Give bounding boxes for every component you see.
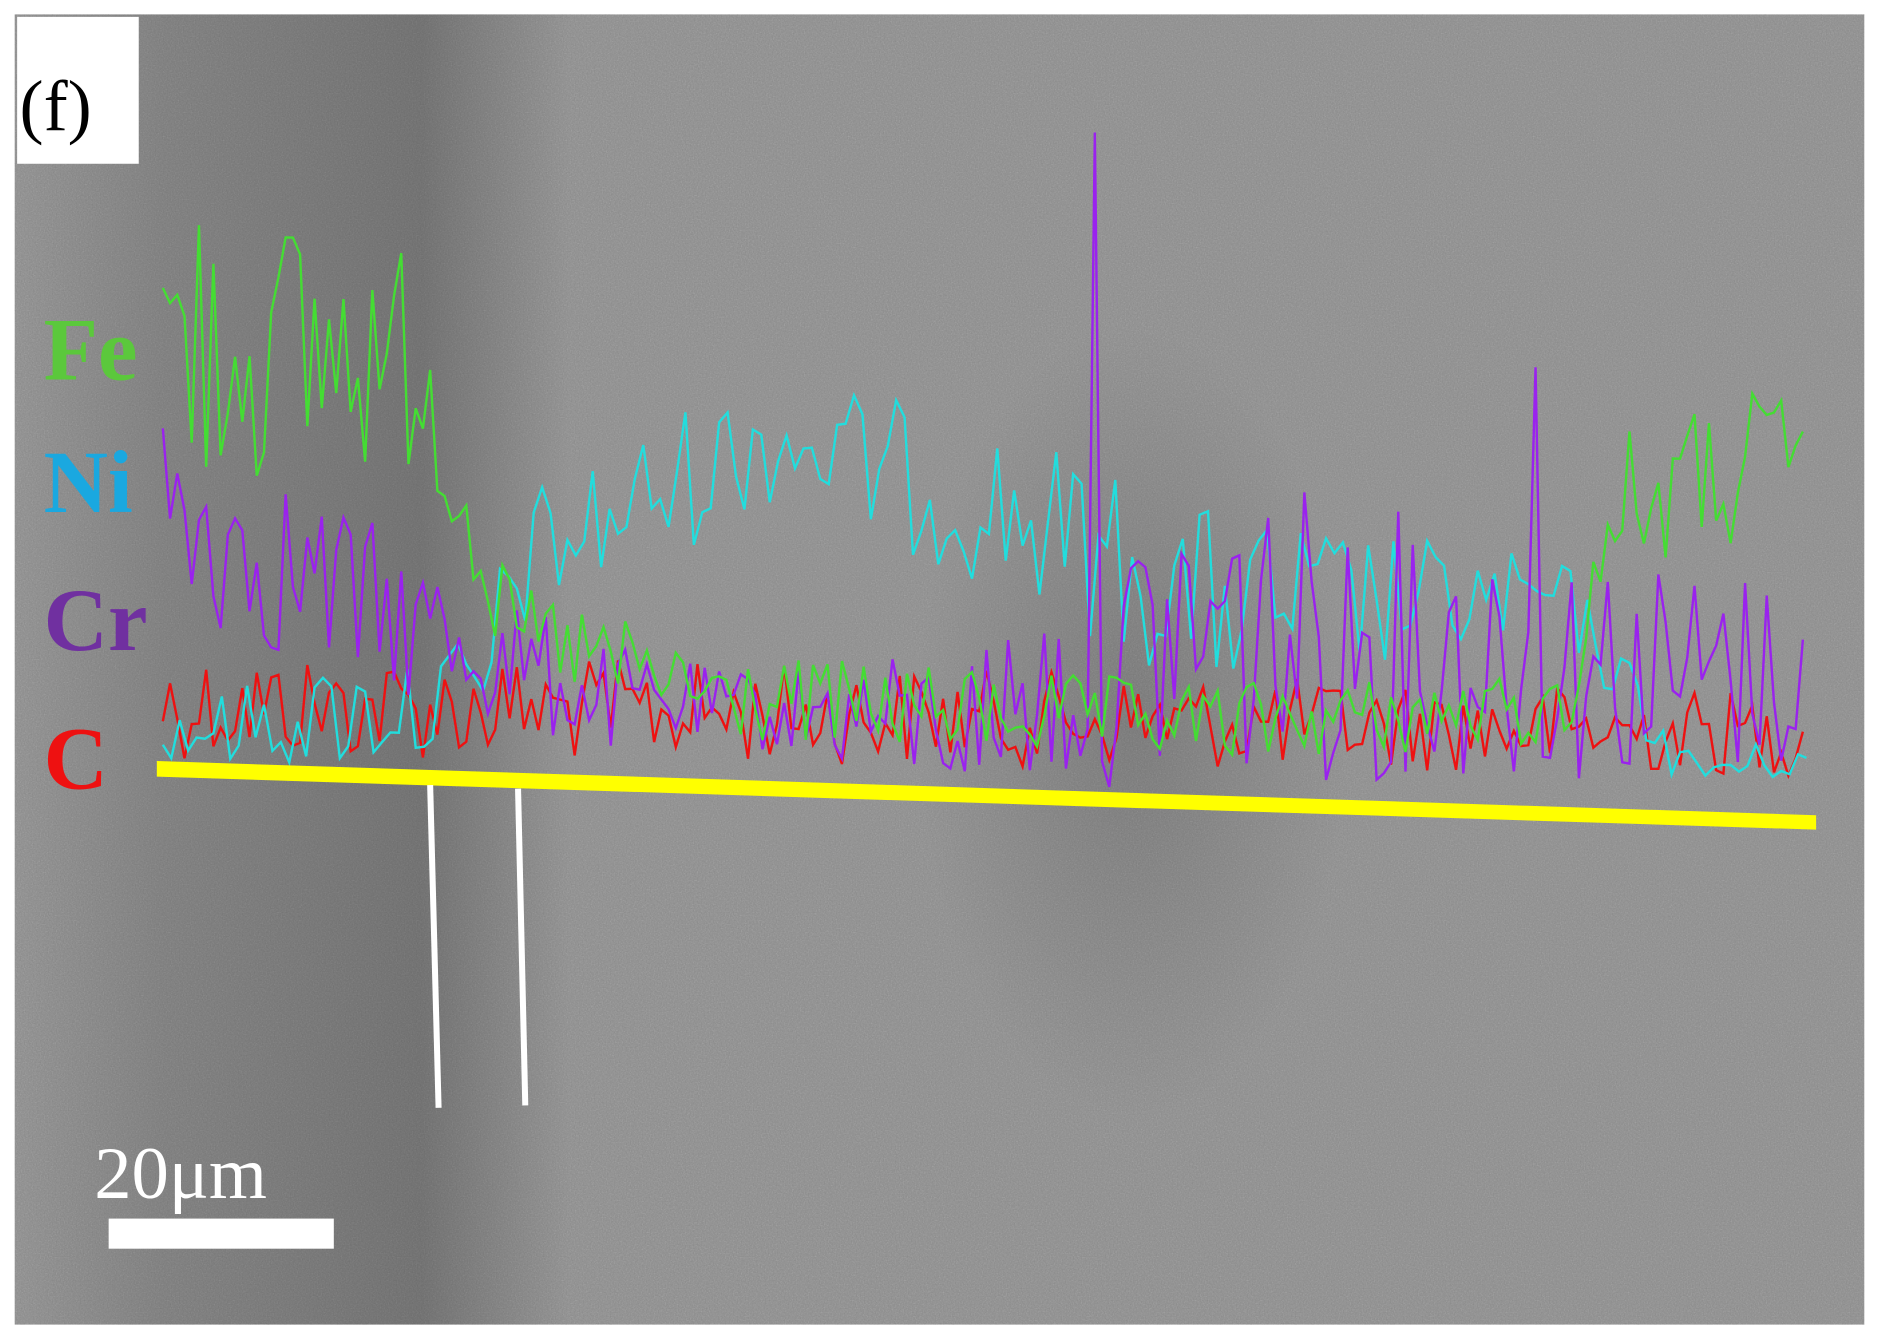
panel-label: (f) — [20, 66, 92, 146]
trace — [161, 225, 1804, 758]
trace — [161, 391, 1807, 780]
element-label: Cr — [44, 572, 148, 670]
scale-bar — [108, 1218, 334, 1249]
element-label: Fe — [44, 301, 138, 399]
element-label: Ni — [44, 434, 133, 532]
boundary-marker — [515, 788, 529, 1106]
label-box — [17, 16, 139, 164]
element-label: C — [44, 711, 108, 809]
boundary-marker — [427, 785, 442, 1108]
line-scan-traces — [161, 132, 1807, 788]
scale-bar-label: 20μm — [94, 1132, 267, 1215]
scan-line — [156, 761, 1817, 830]
trace — [161, 132, 1805, 788]
